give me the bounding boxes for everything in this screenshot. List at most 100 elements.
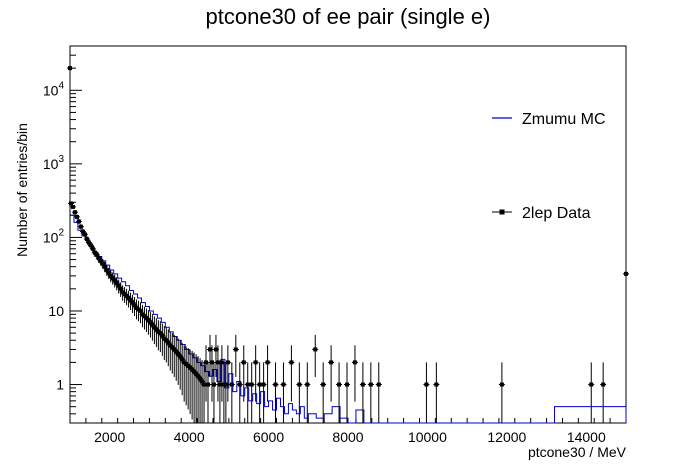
data-point — [80, 229, 85, 234]
data-point — [313, 347, 318, 352]
data-point — [352, 360, 357, 365]
data-point — [90, 246, 95, 251]
y-axis: 1 10 102 103 104 — [43, 45, 82, 424]
data-point — [100, 261, 105, 266]
data-point — [289, 360, 294, 365]
data-point — [172, 347, 177, 352]
data-point — [110, 276, 115, 281]
data-point — [92, 250, 97, 255]
data-point — [78, 224, 83, 229]
data-point — [180, 357, 185, 362]
data-point — [257, 382, 262, 387]
data-point — [601, 382, 606, 387]
data-point — [158, 331, 163, 336]
data-point — [321, 382, 326, 387]
data-point — [245, 382, 250, 387]
y-axis-label: Number of entries/bin — [14, 123, 30, 257]
x-tick-label: 6000 — [253, 429, 284, 445]
data-point — [424, 382, 429, 387]
data-point — [164, 338, 169, 343]
data-point — [176, 352, 181, 357]
data-point — [118, 286, 123, 291]
data-point — [132, 303, 137, 308]
legend: Zmumu MC 2lep Data — [492, 111, 606, 222]
data-point — [198, 376, 203, 381]
data-point — [200, 379, 205, 384]
data-point — [116, 283, 121, 288]
mc-series — [70, 214, 627, 424]
x-axis: 2000 4000 6000 8000 10000 12000 14000 — [69, 418, 627, 445]
data-point — [126, 296, 131, 301]
data-point — [68, 201, 73, 206]
data-point — [76, 219, 81, 224]
data-point — [102, 264, 107, 269]
chart-title: ptcone30 of ee pair (single e) — [206, 4, 491, 29]
data-point — [86, 240, 91, 245]
data-point — [170, 345, 175, 350]
data-point — [128, 298, 133, 303]
y-tick-label: 103 — [43, 154, 65, 172]
data-point — [196, 374, 201, 379]
data-point — [130, 300, 135, 305]
data-point — [138, 308, 143, 313]
data-point — [174, 349, 179, 354]
data-point — [202, 382, 207, 387]
data-point — [345, 382, 350, 387]
data-point — [229, 382, 234, 387]
y-tick-label: 104 — [43, 80, 65, 98]
x-tick-label: 10000 — [408, 429, 447, 445]
data-point — [112, 278, 117, 283]
data-point — [225, 360, 230, 365]
data-point — [233, 347, 238, 352]
data-point — [96, 256, 101, 261]
data-point — [434, 382, 439, 387]
data-series — [67, 66, 629, 423]
data-point — [273, 382, 278, 387]
data-point — [150, 322, 155, 327]
data-point — [68, 66, 72, 71]
data-point — [178, 354, 183, 359]
data-point — [148, 320, 153, 325]
data-point — [499, 382, 504, 387]
legend-data-marker — [499, 209, 505, 215]
data-point — [265, 360, 270, 365]
data-point — [223, 382, 228, 387]
mc-histogram-line — [70, 214, 627, 424]
data-point — [261, 382, 266, 387]
data-point — [94, 252, 99, 257]
data-point — [253, 360, 258, 365]
data-point — [215, 360, 220, 365]
data-point — [624, 271, 628, 276]
data-point — [190, 367, 195, 372]
data-point — [209, 360, 214, 365]
x-tick-label: 2000 — [94, 429, 125, 445]
data-point — [108, 273, 113, 278]
data-point — [237, 382, 242, 387]
data-point — [360, 382, 365, 387]
data-point — [337, 382, 342, 387]
data-point — [160, 333, 165, 338]
data-point — [589, 382, 594, 387]
x-tick-label: 14000 — [567, 429, 606, 445]
data-point — [281, 382, 286, 387]
x-tick-label: 4000 — [174, 429, 205, 445]
data-point — [211, 382, 216, 387]
data-point — [74, 214, 79, 219]
data-point — [204, 360, 209, 365]
y-tick-label: 1 — [56, 377, 64, 393]
data-point — [152, 325, 157, 330]
data-point — [70, 204, 75, 209]
data-point — [368, 382, 373, 387]
legend-data-label: 2lep Data — [522, 205, 591, 222]
data-point — [144, 316, 149, 321]
data-point — [249, 382, 254, 387]
data-point — [241, 360, 246, 365]
data-point — [217, 382, 222, 387]
data-point — [154, 327, 159, 332]
data-point — [114, 281, 119, 286]
data-point — [206, 382, 211, 387]
data-point — [124, 293, 129, 298]
x-tick-label: 8000 — [332, 429, 363, 445]
plot-frame — [69, 45, 627, 424]
